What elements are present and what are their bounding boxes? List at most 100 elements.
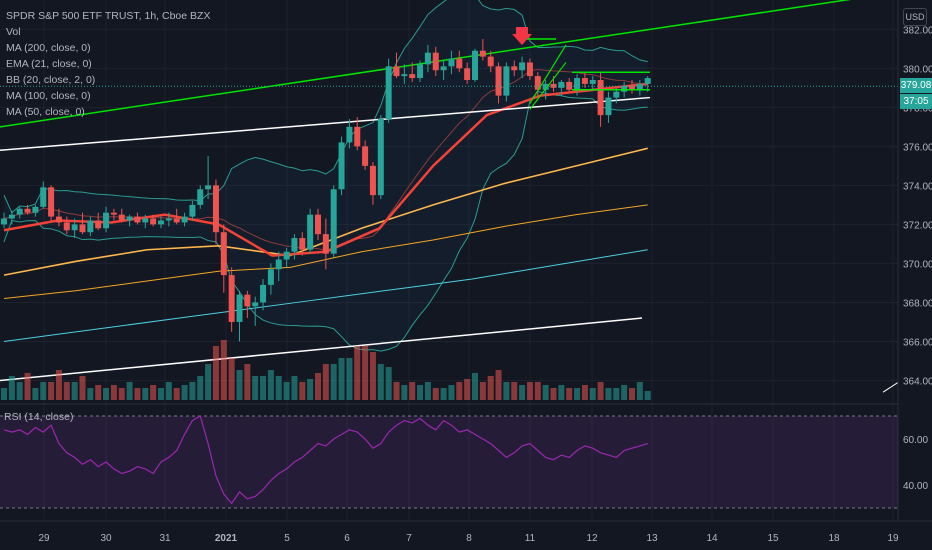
candle-body: [346, 126, 353, 143]
candle-body: [613, 91, 620, 98]
legend-ma200[interactable]: MA (200, close, 0): [6, 42, 91, 54]
volume-bar: [150, 385, 157, 400]
volume-bar: [24, 373, 31, 400]
candle-body: [260, 284, 267, 303]
volume-bar: [574, 388, 581, 400]
candle-body: [8, 214, 15, 219]
candle-body: [456, 58, 463, 69]
candle-body: [393, 66, 400, 77]
price-tick-label: 368.00: [903, 298, 932, 309]
volume-bar: [275, 376, 282, 400]
candle-body: [220, 232, 227, 276]
volume-bar: [110, 385, 117, 400]
volume-bar: [424, 382, 431, 400]
volume-bar: [448, 385, 455, 400]
volume-bar: [142, 388, 149, 400]
volume-bar: [605, 388, 612, 400]
candle-body: [472, 50, 478, 80]
countdown-badge: 37:05: [900, 94, 932, 110]
candle-body: [197, 189, 204, 205]
legend-ma100[interactable]: MA (100, close, 0): [6, 90, 91, 102]
candle-body: [267, 269, 274, 285]
rsi-tick-label: 40.00: [903, 481, 928, 492]
time-tick-label: 8: [466, 533, 472, 544]
volume-bar: [550, 388, 557, 400]
time-tick-label: 30: [100, 533, 112, 544]
candle-body: [621, 85, 628, 92]
candle-body: [644, 78, 651, 84]
volume-bar: [526, 382, 533, 400]
volume-bar: [189, 382, 196, 400]
currency-button[interactable]: USD: [903, 8, 927, 26]
candle-body: [126, 216, 133, 221]
candle-body: [299, 238, 306, 250]
volume-bar: [299, 382, 306, 400]
volume-bar: [432, 388, 439, 400]
volume-bar: [307, 379, 314, 400]
rising-line: [529, 44, 567, 104]
volume-bar: [464, 379, 471, 400]
candle-body: [534, 76, 541, 90]
volume-bar: [589, 388, 596, 400]
candle-body: [322, 234, 329, 254]
candle-body: [110, 212, 117, 215]
candle-body: [589, 80, 596, 84]
time-tick-label: 12: [586, 533, 598, 544]
volume-bar: [495, 370, 502, 400]
legend-ema21[interactable]: EMA (21, close, 0): [6, 58, 92, 70]
volume-bar: [534, 382, 541, 400]
volume-bar: [511, 382, 518, 400]
volume-bar: [597, 382, 604, 400]
candle-body: [134, 216, 141, 223]
candle-body: [1, 218, 7, 225]
legend-volume[interactable]: Vol: [6, 26, 21, 38]
volume-bar: [558, 385, 565, 400]
legend-title[interactable]: SPDR S&P 500 ETF TRUST, 1h, Cboe BZX: [6, 10, 211, 22]
volume-bar: [487, 376, 494, 400]
price-tick-label: 366.00: [903, 337, 932, 348]
lower-trendline: [0, 317, 643, 382]
price-tick-label: 382.00: [903, 25, 932, 36]
candle-body: [236, 294, 243, 322]
candle-body: [409, 74, 416, 79]
time-tick-label: 5: [284, 533, 290, 544]
volume-bar: [267, 370, 274, 400]
volume-bar: [621, 385, 628, 400]
time-tick-label: 2021: [215, 533, 238, 544]
volume-bar: [393, 382, 400, 400]
volume-bar: [1, 388, 7, 400]
candle-body: [550, 83, 557, 88]
candle-body: [48, 187, 55, 217]
legend-bollinger[interactable]: BB (20, close, 2, 0): [6, 74, 96, 86]
volume-bar: [479, 382, 486, 400]
volume-bar: [181, 385, 188, 400]
candle-body: [173, 218, 180, 223]
volume-bar: [330, 364, 337, 400]
bollinger-upper: [3, 0, 648, 214]
rsi-line: [3, 415, 648, 505]
volume-bar: [212, 346, 219, 400]
candle-body: [542, 83, 549, 90]
volume-bar: [16, 382, 23, 400]
candle-body: [291, 238, 298, 252]
volume-bar: [519, 385, 526, 400]
rsi-legend[interactable]: RSI (14, close): [4, 411, 74, 423]
candle-body: [417, 64, 424, 79]
down-arrow-icon: [512, 27, 532, 45]
volume-bar: [252, 376, 259, 400]
legend-ma50[interactable]: MA (50, close, 0): [6, 106, 85, 118]
volume-bar: [385, 367, 392, 400]
candle-body: [362, 146, 369, 166]
candle-body: [511, 66, 518, 71]
volume-bar: [173, 388, 180, 400]
candle-body: [377, 119, 384, 196]
volume-bar: [315, 373, 321, 400]
volume-bar: [636, 382, 643, 400]
price-tick-label: 374.00: [903, 181, 932, 192]
candle-body: [440, 66, 447, 71]
candle-body: [205, 185, 212, 190]
candle-body: [464, 68, 471, 80]
rising-line: [529, 62, 567, 110]
volume-bar: [644, 391, 651, 400]
